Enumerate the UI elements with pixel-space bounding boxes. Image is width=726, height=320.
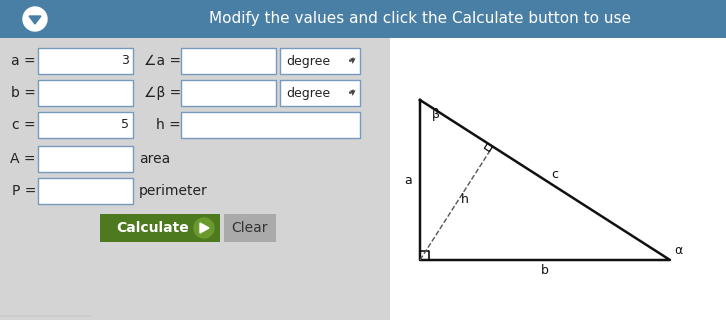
FancyBboxPatch shape xyxy=(280,48,360,74)
Text: degree: degree xyxy=(286,54,330,68)
Polygon shape xyxy=(200,223,209,233)
Circle shape xyxy=(194,218,214,238)
Text: ✔: ✔ xyxy=(348,57,354,66)
Text: c: c xyxy=(552,169,558,181)
Text: Clear: Clear xyxy=(232,221,268,235)
Text: h =: h = xyxy=(156,118,181,132)
FancyBboxPatch shape xyxy=(38,178,133,204)
Text: degree: degree xyxy=(286,86,330,100)
Text: Calculate: Calculate xyxy=(116,221,189,235)
Bar xyxy=(0,0,726,38)
Polygon shape xyxy=(29,16,41,24)
FancyBboxPatch shape xyxy=(280,80,360,106)
Text: 3: 3 xyxy=(121,54,129,68)
Text: α: α xyxy=(674,244,682,257)
Bar xyxy=(0,38,390,320)
Bar xyxy=(0,38,726,320)
Text: perimeter: perimeter xyxy=(139,184,208,198)
Text: ▾: ▾ xyxy=(350,56,356,66)
Text: A =: A = xyxy=(10,152,36,166)
Text: ∠β =: ∠β = xyxy=(144,86,181,100)
Text: c =: c = xyxy=(12,118,36,132)
Text: area: area xyxy=(139,152,171,166)
FancyBboxPatch shape xyxy=(181,48,276,74)
Text: β: β xyxy=(432,108,440,121)
Text: a: a xyxy=(404,173,412,187)
Text: P =: P = xyxy=(12,184,36,198)
Text: b: b xyxy=(541,263,549,276)
FancyBboxPatch shape xyxy=(181,80,276,106)
Bar xyxy=(100,214,220,242)
FancyBboxPatch shape xyxy=(181,112,360,138)
FancyBboxPatch shape xyxy=(38,146,133,172)
Text: ∠a =: ∠a = xyxy=(144,54,181,68)
Text: b =: b = xyxy=(11,86,36,100)
Text: h: h xyxy=(460,193,468,206)
Text: Modify the values and click the Calculate button to use: Modify the values and click the Calculat… xyxy=(209,12,631,27)
FancyBboxPatch shape xyxy=(38,112,133,138)
Text: a =: a = xyxy=(12,54,36,68)
Text: 5: 5 xyxy=(121,118,129,132)
Text: ✔: ✔ xyxy=(348,89,354,98)
Bar xyxy=(224,214,276,242)
FancyBboxPatch shape xyxy=(38,80,133,106)
Circle shape xyxy=(23,7,47,31)
FancyBboxPatch shape xyxy=(38,48,133,74)
Text: ▾: ▾ xyxy=(350,88,356,98)
